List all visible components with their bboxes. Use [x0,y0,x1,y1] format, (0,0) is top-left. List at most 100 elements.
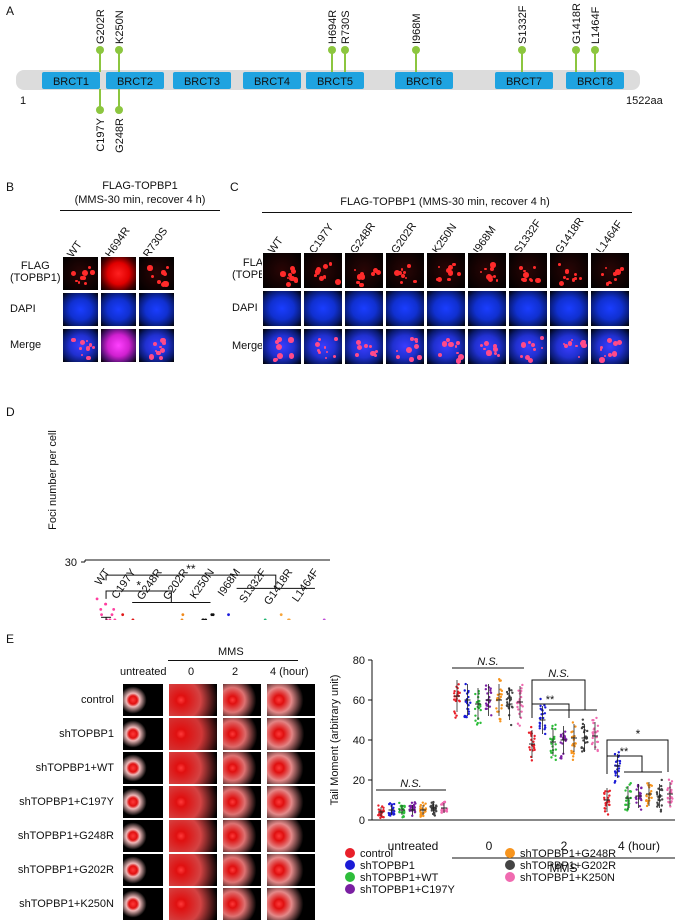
merge-image [385,328,425,365]
flag-image [508,252,548,289]
data-point [517,689,520,692]
sig-bracket [531,679,586,710]
data-point [625,803,628,806]
data-point [561,742,564,745]
focus-spot [156,279,162,285]
focus-spot [528,277,532,281]
data-point [580,746,583,750]
comet-image [222,853,262,887]
column-label: L1464F [594,218,626,256]
legend-label: shTOPBP1 [360,860,415,872]
comet-image [266,785,316,819]
data-point [420,814,423,818]
data-point [108,618,112,620]
column-label: S1332F [512,217,545,256]
data-point [263,618,267,620]
header-untreated: untreated [120,666,167,678]
comet-image [168,887,218,921]
focus-spot [159,345,162,348]
data-point [580,750,584,753]
data-point [543,724,547,727]
data-point [379,816,382,820]
data-point [500,689,504,693]
flag-image [590,252,630,289]
data-point [322,618,326,620]
data-point [392,812,396,815]
focus-spot [441,341,448,347]
data-point [479,708,482,712]
data-point [527,731,531,734]
data-point [538,717,542,720]
data-point [498,679,502,682]
focus-spot [287,276,290,280]
data-point [530,759,534,762]
y-tick-label: 60 [353,695,365,707]
mutation-dot [115,106,123,114]
focus-spot [492,347,497,351]
legend-label: shTOPBP1+C197Y [360,884,456,896]
mutation-dot [591,46,599,54]
data-point [614,770,617,774]
dapi-image [467,290,507,327]
flag-image [303,252,343,289]
comet-image [266,853,316,887]
data-point [666,788,669,792]
legend-marker [345,872,355,882]
focus-spot [456,351,459,355]
data-point [521,705,524,708]
focus-spot [359,274,366,280]
focus-spot [564,344,569,349]
row-label: FLAG (TOPBP1) [10,259,61,284]
data-point [659,784,663,788]
mutation-label-c197y: C197Y [95,117,107,151]
focus-spot [599,357,605,363]
focus-spot [90,270,96,275]
data-point [595,740,599,744]
comet-image [122,717,164,751]
mutation-label-g202r: G202R [95,9,107,44]
data-point [413,801,417,804]
focus-spot [86,355,92,361]
header-2h: 2 [232,666,239,678]
data-point [544,726,547,729]
data-point [528,746,531,749]
dapi-image [344,290,384,327]
data-point [549,749,552,753]
focus-spot [497,353,500,357]
merge-image [426,328,466,365]
end-position: 1522aa [626,95,664,107]
group-label-4: 4 (hour) [618,839,660,853]
y-tick-label: 40 [353,735,365,747]
column-label: G1418R [553,215,587,256]
domain-label: BRCT5 [317,76,353,88]
comet-image [168,751,218,785]
data-point [581,718,585,721]
mutation-label-k250n: K250N [114,10,126,44]
data-point [452,698,456,701]
focus-spot [325,351,328,354]
panel-label-b: B [6,180,15,194]
comet-image [168,785,218,819]
legend-marker [505,848,515,858]
data-point [538,722,542,725]
data-point [380,805,384,808]
comet-image [222,819,262,853]
data-point [582,739,585,742]
data-point [539,704,542,708]
focus-spot [605,282,610,286]
focus-spot [490,262,496,268]
data-point [500,707,503,710]
comet-image [266,683,316,717]
focus-spot [355,339,362,346]
data-point [638,796,641,800]
mutation-label-s1332f: S1332F [517,5,529,44]
data-point [669,782,673,785]
domain-brct8 [566,72,624,89]
mutation-dot [412,46,420,54]
focus-spot [77,280,81,284]
data-point [441,809,444,812]
data-point [635,801,638,804]
focus-spot [570,338,574,341]
domain-label: BRCT1 [53,76,89,88]
data-point [640,798,643,802]
